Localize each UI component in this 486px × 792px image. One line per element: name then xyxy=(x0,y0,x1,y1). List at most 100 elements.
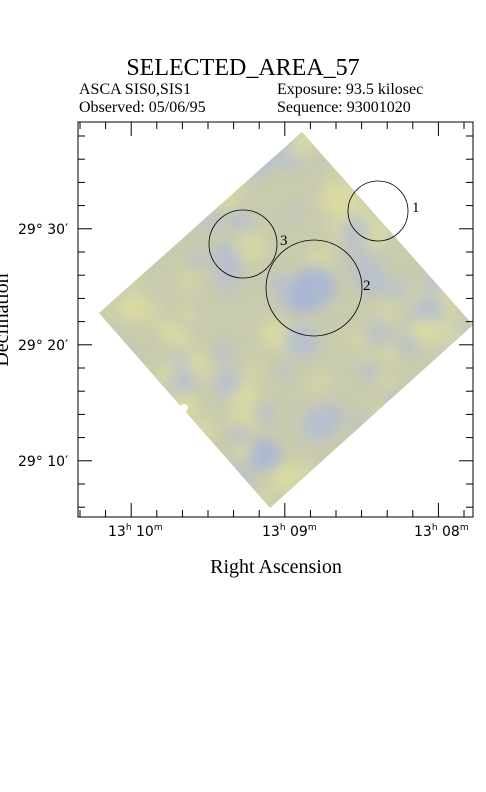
texture-blob xyxy=(226,148,251,173)
texture-blob xyxy=(376,196,397,217)
texture-blob xyxy=(122,417,156,452)
texture-blob xyxy=(114,143,131,160)
texture-blob xyxy=(440,182,458,199)
texture-blob xyxy=(311,132,338,150)
xray-image xyxy=(99,124,486,508)
texture-blob xyxy=(427,250,446,269)
texture-blob xyxy=(466,221,473,235)
dec-tick-label-3: 29° 10′ xyxy=(18,454,68,470)
observed-label: Observed: 05/06/95 xyxy=(79,99,206,116)
texture-blob xyxy=(140,132,168,139)
texture-blob xyxy=(215,368,242,395)
texture-blob xyxy=(359,152,391,183)
texture-blob xyxy=(425,184,437,197)
texture-blob xyxy=(387,407,419,439)
texture-blob xyxy=(113,169,135,191)
texture-blob xyxy=(190,354,216,380)
texture-blob xyxy=(141,132,176,162)
source-regions: 1 2 3 xyxy=(208,180,420,337)
dec-tick-labels: 29° 30′ 29° 20′ 29° 10′ xyxy=(18,222,68,470)
texture-blob xyxy=(113,232,136,256)
texture-blob xyxy=(126,180,157,212)
texture-blob xyxy=(447,149,468,171)
source-label-2: 2 xyxy=(363,278,371,294)
texture-blob xyxy=(102,402,126,426)
texture-blob xyxy=(120,171,133,184)
texture-blob xyxy=(123,132,154,147)
texture-blob xyxy=(190,250,208,269)
texture-blob xyxy=(136,161,169,193)
y-axis-title: Declination xyxy=(0,273,13,366)
texture-blob xyxy=(114,132,137,155)
texture-blob xyxy=(178,369,196,388)
texture-blob xyxy=(388,391,408,411)
texture-blob xyxy=(156,410,185,439)
texture-blob xyxy=(274,297,286,310)
texture-blob xyxy=(230,425,249,445)
texture-blob xyxy=(443,226,473,260)
texture-blob xyxy=(134,408,155,429)
texture-blob xyxy=(473,124,486,137)
texture-blob xyxy=(110,203,126,220)
texture-blob xyxy=(398,334,418,354)
texture-blob xyxy=(286,286,314,314)
texture-blob xyxy=(139,497,154,508)
texture-blob xyxy=(215,268,244,297)
texture-blob xyxy=(235,231,267,263)
texture-blob xyxy=(284,323,320,359)
texture-blob xyxy=(420,375,450,405)
texture-blob xyxy=(333,484,348,499)
axis-ticks xyxy=(78,122,473,517)
texture-blob xyxy=(196,178,212,194)
texture-blob xyxy=(385,476,400,491)
texture-blob xyxy=(253,132,287,149)
texture-blob xyxy=(154,368,173,388)
source-circle-1[interactable] xyxy=(347,180,409,242)
texture-blob xyxy=(227,402,259,434)
texture-blob xyxy=(406,456,438,488)
texture-blob xyxy=(370,167,389,186)
texture-blob xyxy=(443,411,466,434)
texture-blob xyxy=(381,348,397,364)
texture-blob xyxy=(284,494,304,508)
texture-blob xyxy=(214,341,235,362)
texture-blob xyxy=(151,443,171,462)
texture-blob xyxy=(144,132,178,162)
ra-tick-label-3: 13h 08m xyxy=(414,523,469,540)
ra-tick-label-2: 13h 09m xyxy=(262,523,317,540)
texture-blob xyxy=(226,464,255,493)
texture-blob xyxy=(187,415,215,444)
texture-blob xyxy=(351,411,382,441)
texture-blob xyxy=(158,321,178,341)
texture-blob xyxy=(428,318,461,351)
texture-blob xyxy=(339,132,352,135)
texture-blob xyxy=(99,132,120,155)
texture-blob xyxy=(345,328,363,346)
texture-blob xyxy=(270,132,296,150)
texture-blob xyxy=(388,396,423,431)
source-circle-3[interactable] xyxy=(208,209,278,279)
texture-blob xyxy=(432,156,462,186)
texture-blob xyxy=(344,155,375,186)
texture-blob xyxy=(163,414,192,444)
texture-blob xyxy=(134,297,162,325)
texture-blob xyxy=(345,479,363,496)
texture-blob xyxy=(99,301,102,323)
texture-blob xyxy=(445,239,473,268)
texture-blob xyxy=(140,245,155,261)
source-circle-2[interactable] xyxy=(265,239,363,337)
texture-blob xyxy=(123,392,156,426)
texture-blob xyxy=(270,132,287,137)
texture-blob xyxy=(254,489,272,507)
texture-blob xyxy=(341,476,357,491)
texture-blob xyxy=(408,405,434,431)
texture-blob xyxy=(355,474,379,499)
texture-blob xyxy=(378,372,394,388)
texture-blob xyxy=(344,244,379,279)
dec-tick-label-2: 29° 20′ xyxy=(18,338,68,354)
texture-blob xyxy=(259,319,288,348)
texture-blob xyxy=(277,363,294,380)
texture-blob xyxy=(384,132,415,147)
instrument-label: ASCA SIS0,SIS1 xyxy=(79,81,192,98)
